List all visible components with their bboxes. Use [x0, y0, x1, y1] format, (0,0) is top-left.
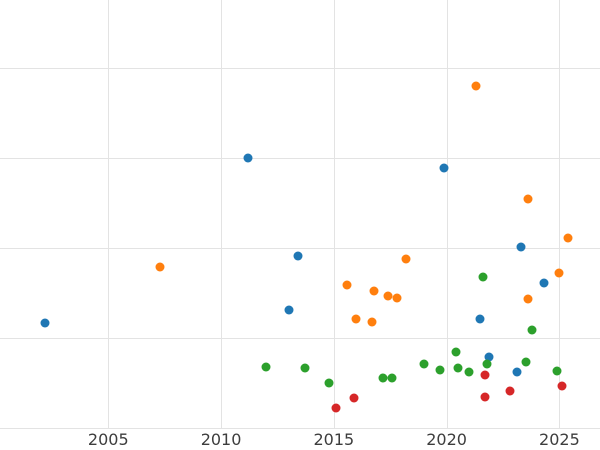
gridline-vertical	[333, 0, 335, 428]
data-point-red	[557, 381, 567, 391]
data-point-orange	[155, 262, 165, 272]
data-point-green	[482, 359, 492, 369]
data-point-orange	[351, 314, 361, 324]
data-point-red	[480, 392, 490, 402]
gridline-vertical	[221, 0, 223, 428]
plot-area	[0, 0, 600, 429]
data-point-orange	[401, 254, 411, 264]
data-point-blue	[475, 314, 485, 324]
data-point-blue	[40, 318, 50, 328]
data-point-blue	[484, 352, 494, 362]
x-tick-label: 2025	[539, 430, 580, 449]
x-tick-label: 2020	[426, 430, 467, 449]
data-point-orange	[523, 194, 533, 204]
x-tick-label: 2015	[313, 430, 355, 449]
data-point-red	[480, 370, 490, 380]
data-point-orange	[342, 280, 352, 290]
data-point-green	[527, 325, 537, 335]
data-point-blue	[539, 278, 549, 288]
data-point-green	[435, 365, 445, 375]
data-point-blue	[284, 305, 294, 315]
gridline-horizontal	[0, 67, 600, 69]
data-point-green	[261, 362, 271, 372]
gridline-horizontal	[0, 157, 600, 159]
data-point-green	[419, 359, 429, 369]
data-point-red	[349, 393, 359, 403]
data-point-red	[505, 386, 515, 396]
data-point-green	[378, 373, 388, 383]
data-point-orange	[523, 294, 533, 304]
data-point-green	[552, 366, 562, 376]
data-point-green	[324, 378, 334, 388]
data-point-orange	[383, 291, 393, 301]
x-tick-label: 2010	[200, 430, 242, 449]
data-point-green	[478, 272, 488, 282]
data-point-green	[451, 347, 461, 357]
data-point-blue	[512, 367, 522, 377]
data-point-orange	[471, 81, 481, 91]
data-point-orange	[563, 233, 573, 243]
data-point-blue	[439, 163, 449, 173]
gridline-vertical	[559, 0, 561, 428]
data-point-green	[300, 363, 309, 373]
data-point-green	[521, 357, 531, 367]
data-point-orange	[392, 293, 402, 303]
gridline-vertical	[446, 0, 448, 428]
gridline-horizontal	[0, 247, 600, 249]
data-point-blue	[516, 242, 526, 252]
data-point-orange	[554, 268, 564, 278]
data-point-green	[453, 363, 463, 373]
data-point-blue	[293, 251, 303, 261]
data-point-red	[331, 403, 341, 413]
gridline-horizontal	[0, 428, 600, 429]
data-point-blue	[243, 153, 253, 163]
gridline-vertical	[108, 0, 110, 428]
gridline-horizontal	[0, 337, 600, 339]
data-point-orange	[367, 317, 377, 327]
data-point-green	[464, 367, 474, 377]
data-point-orange	[369, 286, 379, 296]
x-tick-label: 2005	[87, 430, 129, 449]
data-point-green	[387, 373, 397, 383]
